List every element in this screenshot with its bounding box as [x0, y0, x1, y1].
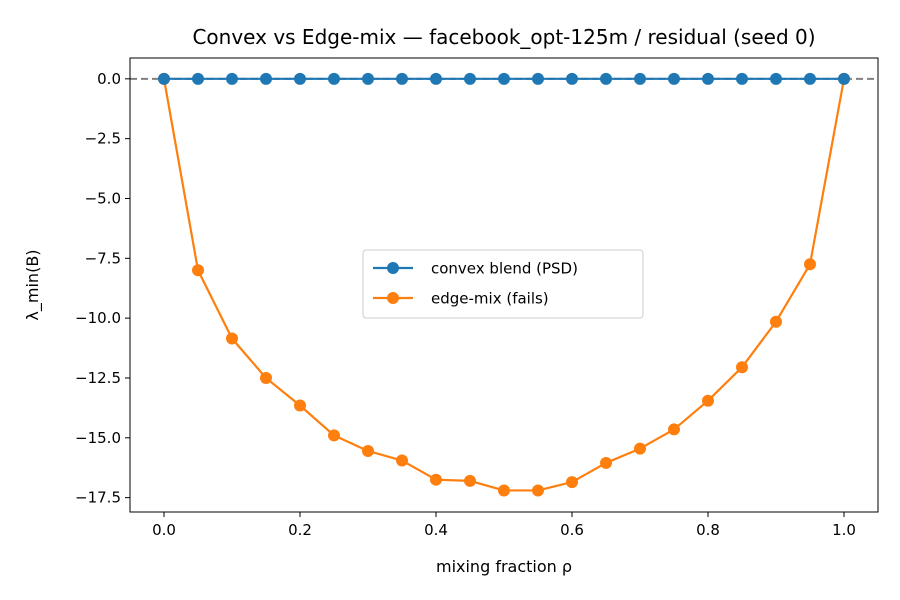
series-1-point-15 [668, 423, 680, 436]
series-0-point-17 [736, 72, 748, 85]
series-0-point-5 [328, 72, 340, 85]
series-1-point-12 [566, 476, 578, 489]
series-0-point-13 [600, 72, 612, 85]
x-tick-label-4: 0.8 [696, 521, 720, 539]
y-tick-label-1: −2.5 [85, 130, 121, 148]
series-1-point-14 [634, 442, 646, 455]
axis-ticks: 0.0 0.2 0.4 0.6 0.8 1.0 0.0 −2.5 −5.0 −7.5 −10.0 −1… [75, 70, 856, 539]
x-tick-label-5: 1.0 [832, 521, 856, 539]
series-0-point-6 [362, 72, 374, 85]
series-1-point-5 [328, 429, 340, 442]
series-0-point-3 [260, 72, 272, 85]
series-1-point-3 [260, 371, 272, 384]
series-0-point-4 [294, 72, 306, 85]
y-tick-label-2: −5.0 [85, 189, 121, 207]
y-tick-label-4: −10.0 [75, 309, 121, 327]
series-1-point-2 [226, 332, 238, 345]
legend-label-edge-mix: edge-mix (fails) [431, 290, 549, 308]
series-0-point-8 [430, 72, 442, 85]
series-1-point-11 [532, 484, 544, 497]
series-1-point-17 [736, 361, 748, 374]
series-1-point-1 [192, 264, 204, 277]
series-0-point-14 [634, 72, 646, 85]
series-0-point-12 [566, 72, 578, 85]
series-layer [130, 72, 878, 497]
series-0-point-19 [804, 72, 816, 85]
series-1-point-18 [770, 315, 782, 328]
series-0-point-16 [702, 72, 714, 85]
y-tick-label-7: −17.5 [75, 489, 121, 507]
legend-label-convex: convex blend (PSD) [431, 260, 578, 278]
y-tick-label-6: −15.0 [75, 429, 121, 447]
series-1-point-9 [464, 474, 476, 487]
series-1-point-8 [430, 473, 442, 486]
series-0-point-20 [838, 72, 850, 85]
series-0-point-15 [668, 72, 680, 85]
series-0-point-2 [226, 72, 238, 85]
legend-box [362, 249, 644, 319]
series-0-point-1 [192, 72, 204, 85]
y-tick-label-0: 0.0 [97, 70, 121, 88]
series-0-point-10 [498, 72, 510, 85]
legend: convex blend (PSD) edge-mix (fails) [362, 249, 644, 319]
series-1-point-19 [804, 258, 816, 271]
y-axis-label: λ_min(B) [23, 249, 43, 320]
y-tick-label-3: −7.5 [85, 249, 121, 267]
series-1-point-7 [396, 454, 408, 467]
series-1-point-6 [362, 444, 374, 457]
series-1-point-16 [702, 394, 714, 407]
legend-marker-convex [387, 262, 399, 274]
series-1-point-4 [294, 399, 306, 412]
series-1-point-13 [600, 456, 612, 469]
x-tick-label-1: 0.2 [288, 521, 312, 539]
series-1-point-10 [498, 484, 510, 497]
series-0-point-7 [396, 72, 408, 85]
legend-marker-edge-mix [387, 292, 399, 304]
series-0-point-9 [464, 72, 476, 85]
x-axis-label: mixing fraction ρ [436, 557, 572, 576]
axes-frame [129, 57, 879, 513]
y-tick-label-5: −12.5 [75, 369, 121, 387]
series-0-point-11 [532, 72, 544, 85]
chart-title: Convex vs Edge-mix — facebook_opt-125m /… [192, 25, 815, 49]
x-tick-label-3: 0.6 [560, 521, 584, 539]
x-tick-label-0: 0.0 [152, 521, 176, 539]
x-tick-label-2: 0.4 [424, 521, 448, 539]
series-0-point-0 [158, 72, 170, 85]
series-0-point-18 [770, 72, 782, 85]
